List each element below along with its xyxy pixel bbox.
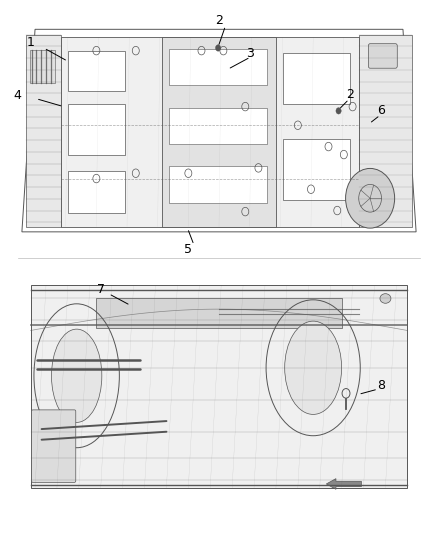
Polygon shape bbox=[359, 35, 412, 227]
Ellipse shape bbox=[380, 294, 391, 303]
Ellipse shape bbox=[285, 321, 342, 415]
Bar bbox=[68, 171, 125, 213]
Text: 1: 1 bbox=[27, 36, 35, 49]
Bar bbox=[169, 108, 267, 144]
Bar bbox=[169, 166, 267, 203]
Circle shape bbox=[346, 168, 395, 228]
Circle shape bbox=[336, 108, 341, 114]
Bar bbox=[283, 139, 350, 200]
Polygon shape bbox=[162, 37, 276, 227]
Bar bbox=[30, 50, 55, 83]
Polygon shape bbox=[26, 35, 61, 227]
FancyBboxPatch shape bbox=[32, 410, 76, 482]
Text: 8: 8 bbox=[377, 379, 385, 392]
Text: 4: 4 bbox=[14, 90, 21, 102]
Bar bbox=[96, 298, 342, 328]
Ellipse shape bbox=[51, 329, 102, 422]
Bar bbox=[283, 53, 350, 104]
Polygon shape bbox=[61, 37, 359, 227]
Bar bbox=[68, 51, 125, 91]
Text: 7: 7 bbox=[97, 283, 105, 296]
Text: 5: 5 bbox=[184, 243, 192, 256]
Polygon shape bbox=[31, 285, 407, 488]
FancyArrow shape bbox=[326, 479, 361, 489]
Circle shape bbox=[215, 45, 221, 51]
Bar bbox=[68, 104, 125, 155]
Text: 3: 3 bbox=[246, 47, 254, 60]
Text: 2: 2 bbox=[215, 14, 223, 27]
Text: 2: 2 bbox=[346, 88, 354, 101]
FancyBboxPatch shape bbox=[368, 44, 397, 68]
Text: 6: 6 bbox=[377, 104, 385, 117]
Bar bbox=[169, 49, 267, 85]
